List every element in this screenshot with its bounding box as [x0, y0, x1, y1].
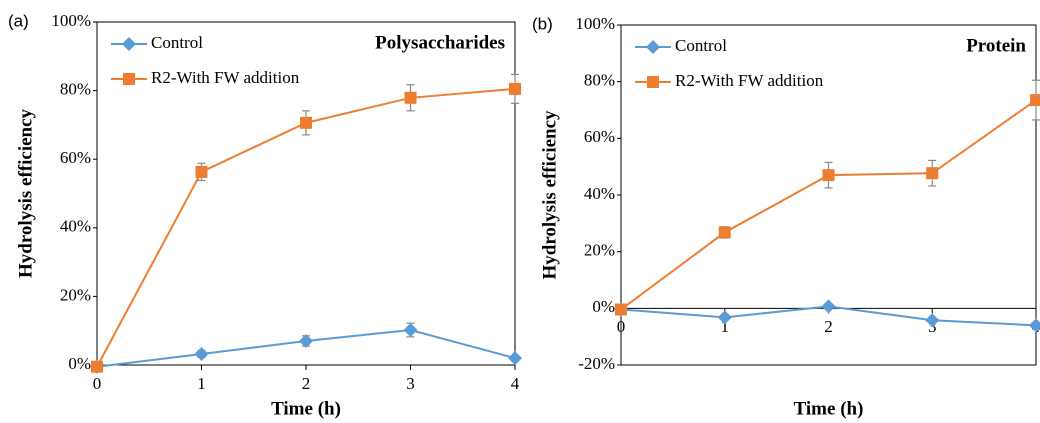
y-tick-label: -20%: [578, 354, 615, 373]
x-axis-title: Time (h): [794, 398, 864, 419]
marker: [1029, 318, 1040, 333]
marker: [300, 116, 312, 129]
legend-label: Control: [151, 33, 203, 52]
x-tick-label: 3: [406, 374, 415, 393]
y-tick-label: 80%: [584, 71, 615, 90]
panel-label: (a): [8, 11, 29, 30]
x-tick-label: 0: [93, 374, 102, 393]
marker: [508, 351, 522, 366]
y-tick-label: 60%: [584, 127, 615, 146]
marker: [1030, 94, 1040, 107]
y-tick-label: 40%: [584, 184, 615, 203]
y-tick-label: 40%: [60, 217, 91, 236]
chart-title: Polysaccharides: [375, 32, 505, 53]
legend-label: R2-With FW addition: [151, 68, 300, 87]
y-tick-label: 20%: [584, 241, 615, 260]
legend-label: Control: [675, 36, 727, 55]
marker: [123, 73, 135, 85]
marker: [122, 37, 136, 51]
y-tick-label: 20%: [60, 285, 91, 304]
y-tick-label: 80%: [60, 80, 91, 99]
x-tick-label: 4: [511, 374, 520, 393]
marker: [195, 165, 208, 178]
y-tick-label: 60%: [60, 148, 91, 167]
marker: [718, 226, 731, 239]
chart-panel: (b) Protein Time (h) Hydrolysis efficiency -…: [532, 14, 1040, 419]
marker: [717, 310, 732, 325]
marker: [509, 82, 521, 95]
legend-label: R2-With FW addition: [675, 71, 824, 90]
chart-title: Protein: [966, 35, 1026, 56]
marker: [926, 167, 939, 180]
marker: [404, 91, 417, 104]
panel-label: (b): [532, 14, 553, 33]
series-line: [620, 99, 1037, 311]
marker: [299, 333, 313, 348]
x-axis-title: Time (h): [271, 398, 341, 419]
marker: [615, 303, 627, 316]
x-tick-label: 2: [824, 317, 833, 336]
chart-panel: (a) Polysaccharides Time (h) Hydrolysis eff…: [8, 11, 522, 419]
y-tick-label: 100%: [575, 14, 615, 33]
marker: [925, 313, 940, 328]
marker: [194, 347, 209, 362]
marker: [646, 40, 660, 54]
marker: [403, 323, 418, 338]
x-tick-label: 0: [617, 317, 626, 336]
y-axis-title: Hydrolysis efficiency: [539, 110, 560, 280]
marker: [822, 169, 835, 182]
x-tick-label: 2: [302, 374, 311, 393]
y-tick-label: 0%: [592, 297, 615, 316]
y-tick-label: 100%: [51, 11, 91, 30]
y-tick-label: 0%: [68, 354, 91, 373]
y-axis-title: Hydrolysis efficiency: [15, 108, 36, 278]
x-tick-label: 1: [197, 374, 206, 393]
marker: [647, 76, 659, 88]
marker: [91, 360, 103, 373]
marker: [821, 299, 836, 314]
x-tick-label: 1: [721, 317, 730, 336]
